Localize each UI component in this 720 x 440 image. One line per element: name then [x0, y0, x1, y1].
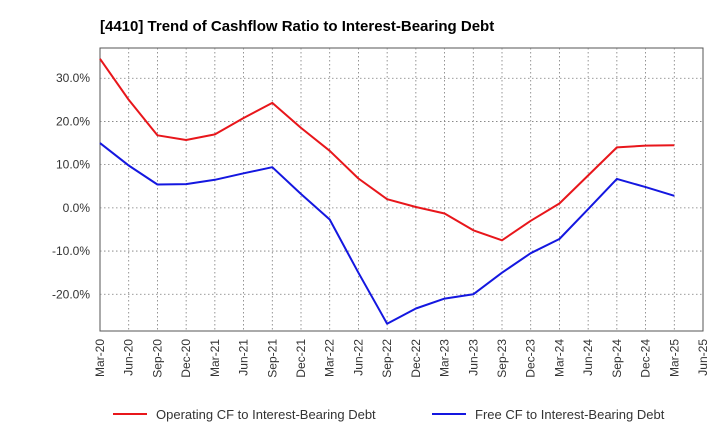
y-tick-label: -10.0% [52, 244, 90, 258]
x-axis-ticks: Mar-20 Jun-20 Sep-20 Dec-20 Mar-21 Jun-21 Sep-… [93, 339, 710, 378]
x-tick-label: Mar-20 [93, 339, 107, 377]
plot-area [99, 47, 704, 332]
legend-label: Free CF to Interest-Bearing Debt [475, 407, 665, 422]
plot-frame [99, 47, 704, 332]
x-tick-label: Mar-21 [208, 339, 222, 377]
chart-title: [4410] Trend of Cashflow Ratio to Intere… [100, 18, 494, 35]
x-tick-label: Jun-24 [581, 339, 595, 376]
x-tick-label: Mar-24 [552, 339, 566, 377]
x-tick-label: Dec-20 [179, 339, 193, 378]
y-tick-label: 30.0% [56, 71, 90, 85]
x-tick-label: Dec-22 [409, 339, 423, 378]
x-tick-label: Jun-22 [351, 339, 365, 376]
legend: Operating CF to Interest-Bearing Debt Fre… [113, 407, 665, 422]
x-tick-label: Sep-21 [265, 339, 279, 378]
x-tick-label: Sep-23 [495, 339, 509, 378]
y-tick-label: 20.0% [56, 114, 90, 128]
y-tick-label: 10.0% [56, 158, 90, 172]
x-tick-label: Jun-20 [122, 339, 136, 376]
x-tick-label: Mar-25 [667, 339, 681, 377]
x-tick-label: Jun-25 [696, 339, 710, 376]
x-tick-label: Sep-20 [150, 339, 164, 378]
x-tick-label: Dec-23 [524, 339, 538, 378]
series-lines [99, 58, 675, 325]
legend-label: Operating CF to Interest-Bearing Debt [156, 407, 376, 422]
x-tick-label: Dec-21 [294, 339, 308, 378]
x-tick-label: Mar-22 [323, 339, 337, 377]
y-axis-ticks: 30.0% 20.0% 10.0% 0.0% -10.0% -20.0% [52, 71, 90, 301]
grid-lines [100, 48, 703, 331]
x-tick-label: Jun-23 [466, 339, 480, 376]
x-tick-label: Mar-23 [438, 339, 452, 377]
x-tick-label: Sep-22 [380, 339, 394, 378]
y-tick-label: 0.0% [63, 201, 91, 215]
y-tick-label: -20.0% [52, 287, 90, 301]
x-tick-label: Dec-24 [639, 339, 653, 378]
x-tick-label: Jun-21 [237, 339, 251, 376]
x-tick-label: Sep-24 [610, 339, 624, 378]
